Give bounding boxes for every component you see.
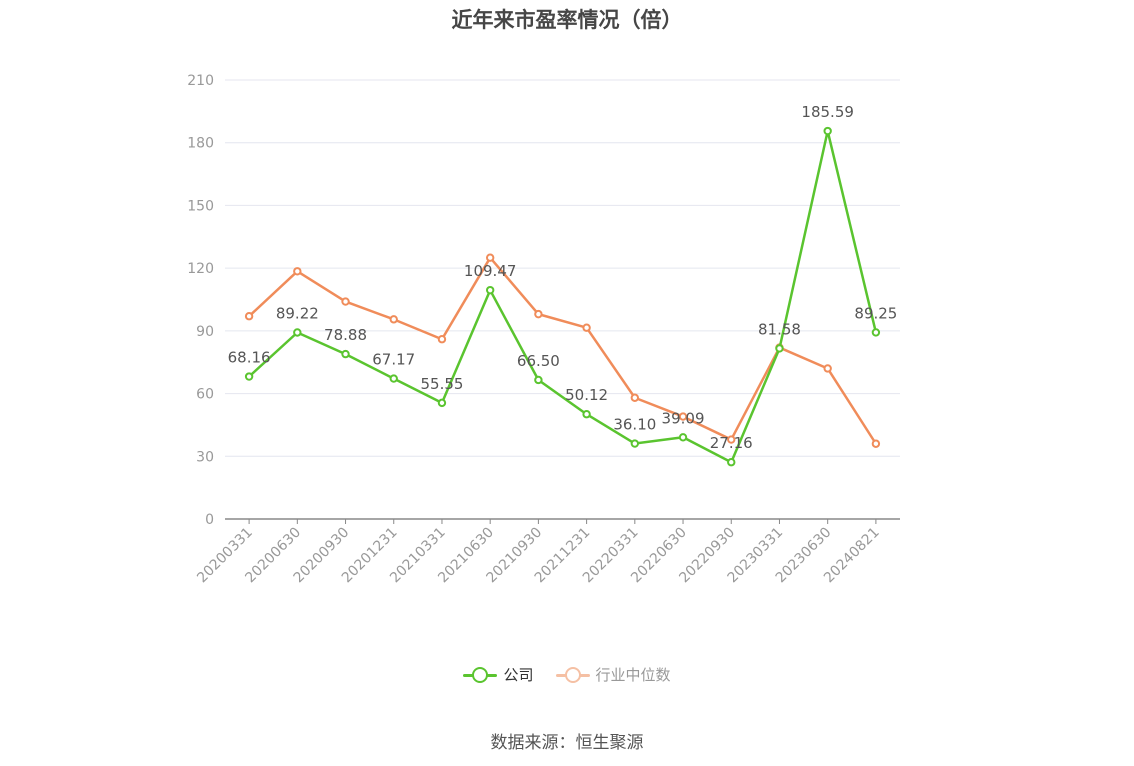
legend-industry-symbol <box>555 666 590 683</box>
y-tick-label: 120 <box>187 261 214 277</box>
data-label: 78.88 <box>324 326 367 344</box>
legend-item-company[interactable]: 公司 <box>463 664 534 685</box>
data-point[interactable] <box>534 309 543 319</box>
data-point[interactable] <box>244 372 254 381</box>
grid-lines <box>225 79 900 457</box>
data-point[interactable] <box>775 344 784 353</box>
data-point[interactable] <box>871 328 881 337</box>
data-label: 68.16 <box>228 349 271 367</box>
data-point[interactable] <box>341 297 350 306</box>
data-point[interactable] <box>630 393 640 402</box>
data-label: 36.10 <box>613 416 656 434</box>
data-point[interactable] <box>582 323 591 332</box>
data-label: 50.12 <box>565 386 608 404</box>
data-point[interactable] <box>582 410 591 419</box>
data-point[interactable] <box>678 412 688 421</box>
y-tick-label: 90 <box>196 324 214 340</box>
data-point[interactable] <box>293 267 302 276</box>
data-point[interactable] <box>244 312 254 321</box>
data-label: 55.55 <box>420 375 463 393</box>
legend-item-industry[interactable]: 行业中位数 <box>555 664 671 685</box>
legend-company-symbol <box>463 666 498 683</box>
data-label: 39.09 <box>662 409 705 427</box>
data-labels: 68.16 89.22 78.88 67.17 55.55 109.47 66.50 50.1… <box>228 103 898 452</box>
data-point[interactable] <box>630 439 640 448</box>
data-point[interactable] <box>678 433 688 442</box>
data-point[interactable] <box>871 439 881 448</box>
x-axis: 2020033120200630202009302020123120210331… <box>194 518 900 586</box>
data-point[interactable] <box>437 335 447 344</box>
data-label: 81.58 <box>758 320 801 338</box>
data-point[interactable] <box>485 285 495 295</box>
data-point[interactable] <box>437 398 447 408</box>
data-point[interactable] <box>485 253 495 262</box>
data-label: 89.25 <box>854 304 897 322</box>
data-point[interactable] <box>823 126 832 136</box>
legend: 公司 行业中位数 <box>0 664 1134 685</box>
y-axis: 0 30 60 90 120 150 180 210 <box>187 73 214 528</box>
series-layer <box>244 126 881 467</box>
source-note: 数据来源：恒生聚源 <box>490 733 644 753</box>
y-tick-label: 60 <box>196 387 214 403</box>
data-label: 109.47 <box>464 262 517 280</box>
series-line-0 <box>248 129 878 464</box>
y-tick-label: 210 <box>187 73 214 89</box>
series-line-1 <box>248 256 877 445</box>
data-label: 89.22 <box>276 304 319 322</box>
data-label: 185.59 <box>801 103 854 121</box>
chart-title: 近年来市盈率情况（倍） <box>451 8 683 32</box>
legend-industry-label: 行业中位数 <box>595 666 671 684</box>
data-point[interactable] <box>389 374 398 383</box>
y-tick-label: 0 <box>205 512 214 528</box>
data-point[interactable] <box>389 315 398 324</box>
data-point[interactable] <box>293 328 302 337</box>
y-tick-label: 30 <box>196 449 214 465</box>
data-label: 67.17 <box>372 351 415 369</box>
data-point[interactable] <box>534 375 543 385</box>
data-point[interactable] <box>341 349 350 359</box>
data-label: 66.50 <box>517 352 560 370</box>
data-point[interactable] <box>727 435 736 444</box>
legend-company-label: 公司 <box>503 666 534 684</box>
y-tick-label: 150 <box>187 198 214 214</box>
y-tick-label: 180 <box>187 136 214 152</box>
data-label: 27.16 <box>710 434 753 452</box>
data-point[interactable] <box>823 364 832 373</box>
data-point[interactable] <box>727 458 736 467</box>
